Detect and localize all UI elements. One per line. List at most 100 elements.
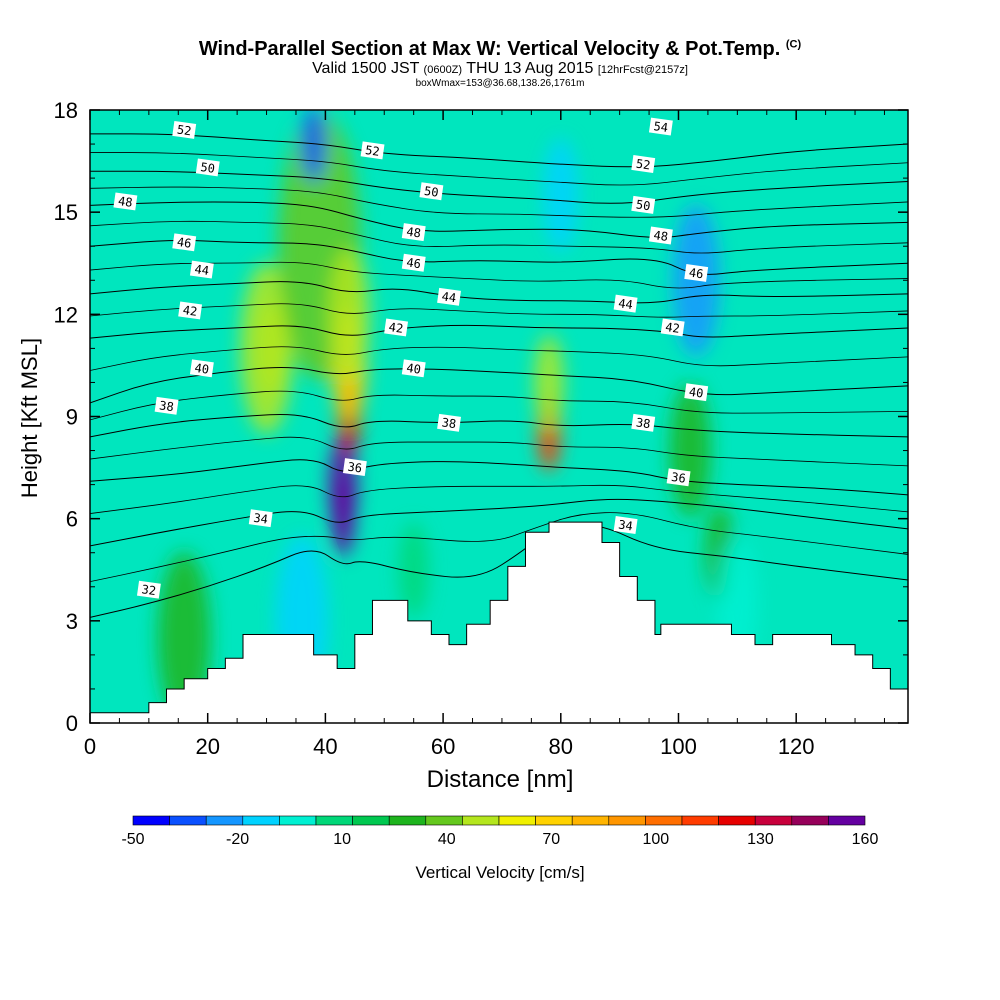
chart-subtitle: Valid 1500 JST (0600Z) THU 13 Aug 2015 [… [0, 60, 1000, 78]
contour-label-17: 50 [419, 182, 444, 201]
x-tick-label-120: 120 [778, 734, 815, 759]
contour-label-bg-9 [136, 580, 161, 599]
contour-label-text-17: 50 [423, 184, 439, 200]
colorbar-swatch-14 [645, 815, 683, 826]
velocity-cell-8 [328, 247, 370, 382]
contour-label-text-25: 42 [664, 320, 680, 336]
isentrope-40 [90, 366, 908, 404]
contour-label-3: 46 [172, 233, 197, 252]
colorbar-swatch-6 [352, 815, 390, 826]
contour-label-1: 50 [195, 158, 220, 177]
contour-label-bg-26 [684, 383, 709, 402]
velocity-cell-18 [398, 522, 429, 618]
x-tick-label-60: 60 [431, 734, 455, 759]
isentrope-minor-3 [90, 390, 908, 421]
colorbar-swatch-7 [388, 815, 427, 826]
contour-label-11: 38 [437, 413, 461, 432]
contour-label-bg-18 [360, 141, 385, 160]
colorbar-tick--50: -50 [121, 831, 144, 848]
velocity-cell-5 [331, 480, 355, 557]
contour-label-text-10: 36 [347, 460, 363, 476]
subtitle-utc: (0600Z) [423, 64, 463, 76]
contour-label-bg-1 [195, 158, 220, 177]
colorbar-tick-40: 40 [438, 831, 456, 848]
y-tick-label-15: 15 [54, 200, 78, 225]
y-tick-label-3: 3 [66, 609, 78, 634]
contour-label-bg-15 [401, 253, 426, 272]
contour-label-text-18: 52 [364, 143, 380, 159]
terrain-profile [89, 521, 909, 724]
colorbar-swatch-16 [718, 815, 756, 826]
contour-label-2: 48 [113, 192, 138, 211]
contour-label-21: 50 [631, 195, 656, 214]
contour-label-text-1: 50 [200, 160, 216, 176]
colorbar-tick-160: 160 [852, 831, 879, 848]
contour-label-8: 34 [248, 509, 273, 528]
contour-label-bg-13 [384, 318, 409, 337]
y-tick-label-18: 18 [54, 98, 78, 123]
isentrope-42 [90, 324, 908, 339]
velocity-cell-12 [669, 383, 711, 518]
colorbar-swatch-8 [425, 815, 463, 826]
contour-label-text-23: 46 [688, 266, 704, 282]
contour-label-text-16: 48 [406, 225, 422, 241]
contour-label-text-3: 46 [176, 235, 192, 251]
contour-label-text-6: 40 [194, 361, 210, 377]
contour-label-22: 48 [648, 226, 673, 245]
contour-labels: 5250484644424038343236384042444648505254… [113, 117, 709, 599]
chart-title: Wind-Parallel Section at Max W: Vertical… [0, 38, 1000, 61]
contour-label-29: 34 [613, 516, 638, 534]
contour-label-text-2: 48 [117, 194, 133, 210]
isentrope-34 [90, 498, 908, 547]
colorbar-tick-100: 100 [643, 831, 670, 848]
contour-label-0: 52 [172, 120, 197, 139]
contour-label-text-26: 40 [688, 385, 704, 401]
y-tick-label-12: 12 [54, 302, 78, 327]
contour-label-text-22: 48 [653, 228, 669, 244]
chart-title-text: Wind-Parallel Section at Max W: Vertical… [198, 38, 781, 60]
contour-label-bg-14 [437, 287, 461, 306]
x-axis: 0 20 40 60 80 100 120 [84, 110, 885, 759]
contour-label-text-29: 34 [617, 518, 633, 534]
contour-label-text-21: 50 [635, 197, 651, 213]
x-tick-label-20: 20 [195, 734, 219, 759]
isentrope-minor-8 [90, 186, 908, 218]
colorbar-swatch-2 [205, 815, 244, 826]
colorbar-swatch-11 [535, 815, 573, 826]
contour-label-28: 36 [666, 468, 691, 487]
colorbar-swatch-1 [169, 815, 207, 826]
contour-label-bg-23 [684, 264, 709, 282]
contour-label-15: 46 [401, 253, 426, 272]
contour-label-20: 52 [631, 155, 656, 173]
contour-label-26: 40 [684, 383, 709, 402]
colorbar-swatch-3 [242, 815, 280, 826]
terrain [89, 521, 909, 724]
velocity-cell-15 [543, 137, 579, 253]
contour-label-18: 52 [360, 141, 385, 160]
isentrope-36 [90, 459, 908, 496]
colorbar-swatch-0 [132, 815, 170, 826]
contour-label-25: 42 [660, 318, 685, 337]
colorbar-tick-130: 130 [747, 831, 774, 848]
contour-label-bg-22 [648, 226, 673, 245]
contour-label-bg-21 [631, 195, 656, 214]
isentrope-minor-4 [90, 346, 908, 371]
contour-label-text-5: 42 [182, 303, 198, 319]
contour-label-text-13: 42 [388, 320, 404, 336]
colorbar-swatch-4 [279, 815, 317, 826]
colorbar-swatch-15 [681, 815, 719, 826]
contour-label-text-15: 46 [406, 255, 422, 271]
colorbar-swatch-10 [498, 815, 536, 826]
contour-label-bg-3 [172, 233, 197, 252]
contour-label-13: 42 [384, 318, 409, 337]
contour-label-27: 38 [631, 413, 656, 432]
contour-label-bg-7 [154, 396, 179, 415]
contour-label-bg-25 [660, 318, 685, 337]
contour-label-bg-28 [666, 468, 691, 487]
contour-label-text-7: 38 [158, 398, 174, 414]
subtitle-date: THU 13 Aug 2015 [462, 60, 598, 77]
contour-label-text-12: 40 [406, 361, 422, 377]
contour-label-text-9: 32 [141, 582, 157, 598]
